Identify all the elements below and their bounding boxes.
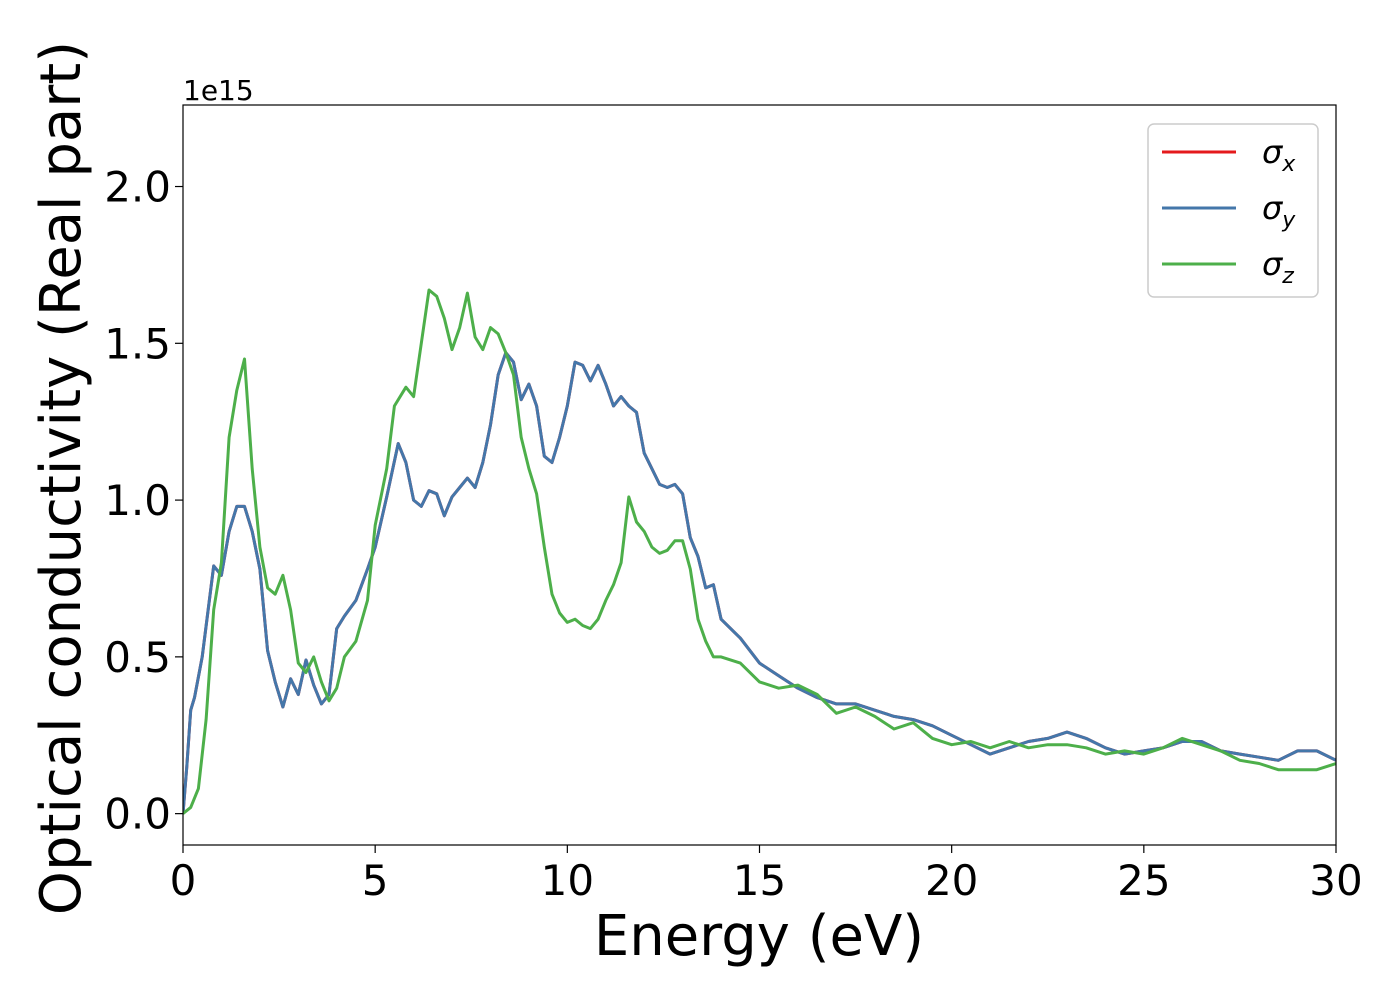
series-line-z [183,288,1336,815]
x-tick-label: 0 [170,856,197,905]
ticks-layer: 0 5 10 15 20 25 30 0.0 0.5 1.0 1.5 2.0 [104,163,1363,905]
x-axis-label: Energy (eV) [594,904,924,969]
x-tick-label: 30 [1309,856,1362,905]
x-tick-label: 20 [925,856,978,905]
x-tick-label: 15 [733,856,786,905]
series-layer [183,288,1336,815]
y-tick-label: 0.0 [104,790,171,839]
y-axis-label: Optical conductivity (Real part) [29,41,94,915]
legend: σx σy σz [1147,123,1319,298]
y-offset-label: 1e15 [183,74,254,107]
y-tick-label: 2.0 [104,163,171,212]
x-tick-label: 5 [362,856,389,905]
legend-box [1147,123,1319,298]
series-line-y [183,351,1336,814]
legend-label-x: σx [1262,133,1296,177]
legend-label-z: σz [1262,245,1294,289]
x-tick-label: 10 [541,856,594,905]
y-tick-label: 1.5 [104,319,171,368]
y-tick-label: 1.0 [104,476,171,525]
x-tick-label: 25 [1117,856,1170,905]
y-tick-label: 0.5 [104,633,171,682]
legend-label-y: σy [1262,189,1296,233]
